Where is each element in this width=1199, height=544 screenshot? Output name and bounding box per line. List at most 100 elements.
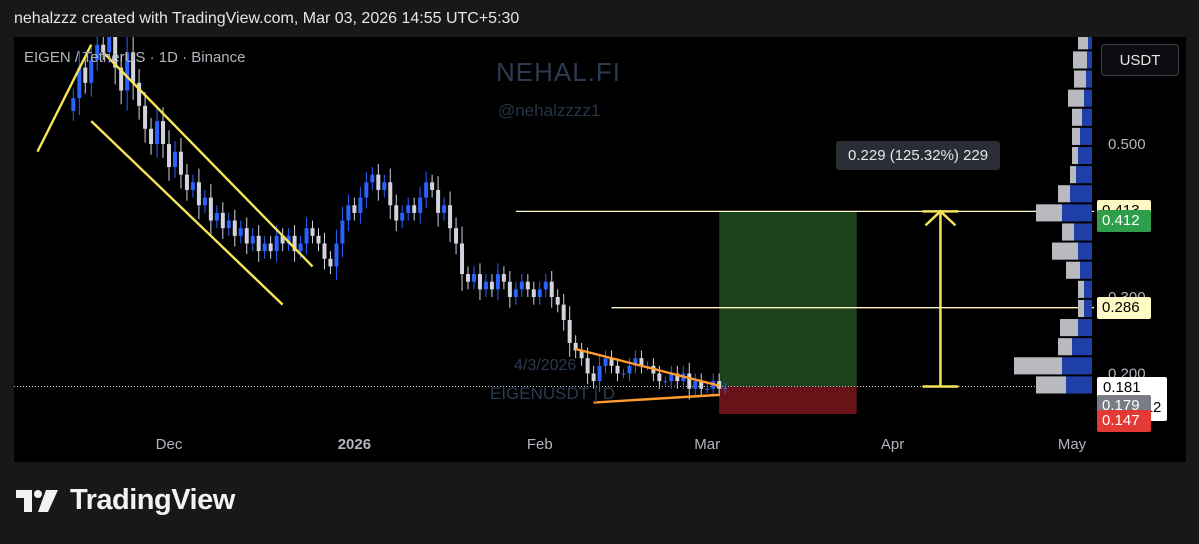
candle-body: [699, 381, 704, 389]
candle-body: [543, 281, 548, 290]
candle-body: [280, 235, 285, 244]
watermark-handle: @nehalzzzz1: [498, 101, 601, 120]
candle-body: [220, 212, 225, 229]
candle-body: [274, 235, 279, 252]
volume-profile-buy-bar: [1087, 51, 1092, 69]
candle-body: [424, 182, 429, 198]
volume-profile-buy-bar: [1078, 146, 1092, 165]
candle-body: [232, 220, 237, 236]
channel-trendline: [36, 44, 93, 153]
candle-body: [71, 98, 76, 112]
candle-body: [370, 174, 375, 183]
x-tick-label: May: [1058, 436, 1087, 453]
candle-body: [579, 350, 584, 359]
volume-profile-buy-bar: [1070, 185, 1092, 203]
candle-body: [208, 197, 213, 221]
candle-body: [167, 144, 171, 167]
candle-body: [705, 388, 710, 390]
volume-profile-buy-bar: [1066, 376, 1092, 394]
candle-body: [597, 365, 602, 382]
candle-body: [573, 342, 578, 351]
candles: [71, 37, 728, 400]
volume-profile-sell-bar: [1078, 280, 1084, 298]
chart-panel[interactable]: Dec2026FebMarAprMay0.5000.4000.3000.200 …: [14, 37, 1186, 462]
candle-body: [489, 281, 494, 290]
candle-body: [202, 197, 207, 206]
candle-body: [483, 281, 488, 290]
symbol-label: EIGEN / TetherUS · 1D · Binance: [24, 49, 246, 66]
candle-body: [268, 243, 273, 252]
candle-body: [657, 373, 662, 382]
candle-body: [723, 388, 728, 389]
candle-body: [292, 235, 297, 252]
volume-profile-sell-bar: [1062, 223, 1074, 241]
candle-body: [352, 205, 357, 213]
volume-profile-buy-bar: [1078, 319, 1092, 337]
watermark-pair: EIGENUSDT | D: [490, 384, 616, 403]
candle-body: [358, 197, 363, 213]
candle-body: [513, 289, 518, 297]
candle-body: [89, 59, 94, 83]
volume-profile-buy-bar: [1084, 299, 1092, 318]
candle-body: [627, 365, 632, 374]
price-tag: 0.147: [1097, 409, 1151, 432]
candle-body: [262, 243, 267, 252]
volume-profile-buy-bar: [1088, 37, 1092, 50]
candle-body: [430, 182, 435, 190]
volume-profile-buy-bar: [1072, 338, 1092, 356]
candle-body: [364, 182, 369, 198]
candle-body: [83, 67, 88, 83]
trendlines: [36, 44, 959, 404]
candle-body: [663, 381, 668, 383]
triangle-trendline: [593, 393, 720, 404]
currency-button[interactable]: USDT: [1101, 44, 1179, 76]
candle-body: [633, 358, 638, 366]
price-tag: 0.286: [1097, 296, 1151, 319]
candle-body: [477, 274, 482, 290]
candle-body: [107, 37, 112, 53]
channel-trendline: [102, 51, 314, 268]
candle-body: [442, 205, 447, 213]
volume-profile-sell-bar: [1074, 70, 1086, 88]
candle-body: [406, 205, 411, 213]
candle-body: [418, 197, 423, 213]
candle-body: [196, 182, 201, 206]
price-tag: 0.412: [1097, 209, 1151, 232]
candle-body: [412, 205, 417, 213]
candle-body: [567, 319, 572, 343]
candle-body: [298, 243, 303, 252]
candle-body: [466, 274, 471, 282]
candle-body: [454, 228, 459, 244]
candle-body: [693, 381, 698, 389]
tradingview-brand: TradingView: [70, 484, 235, 516]
candle-body: [549, 281, 554, 297]
volume-profile-sell-bar: [1072, 127, 1080, 145]
candle-body: [507, 281, 512, 297]
candle-body: [555, 297, 560, 305]
triangle-trendline: [575, 347, 720, 387]
volume-profile-sell-bar: [1052, 242, 1078, 260]
candle-body: [143, 105, 148, 129]
candle-body: [322, 243, 327, 259]
candle-body: [448, 205, 453, 229]
candle-body: [519, 281, 524, 290]
stop-zone: [719, 386, 857, 414]
header-caption: nehalzzz created with TradingView.com, M…: [14, 10, 520, 27]
candle-body: [621, 373, 626, 375]
tradingview-logo-icon: [16, 489, 58, 512]
y-tick-label: 0.500: [1108, 136, 1146, 153]
candle-body: [226, 220, 231, 229]
candle-body: [161, 121, 166, 145]
candle-body: [184, 174, 189, 190]
x-tick-label: Mar: [694, 436, 720, 453]
candle-body: [172, 151, 177, 167]
volume-profile-sell-bar: [1058, 338, 1072, 356]
candle-body: [376, 174, 381, 190]
candle-body: [77, 67, 82, 99]
candle-body: [95, 44, 100, 60]
volume-profile-buy-bar: [1074, 223, 1092, 241]
tradingview-logo[interactable]: TradingView: [16, 484, 235, 517]
x-tick-label: Apr: [881, 436, 904, 453]
candle-body: [346, 205, 351, 221]
candle-body: [615, 365, 620, 374]
